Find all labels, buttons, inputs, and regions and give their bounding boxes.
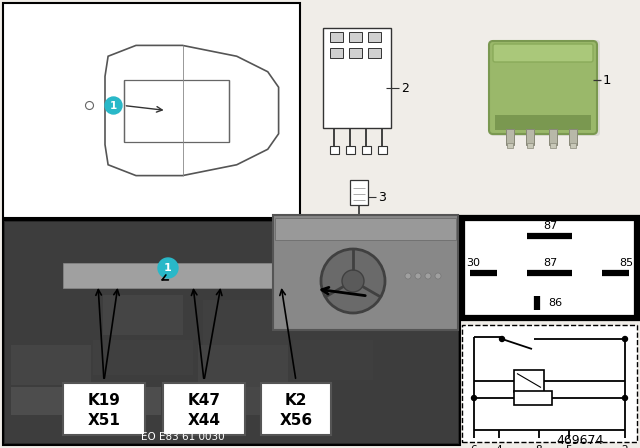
Circle shape [405,273,411,279]
Bar [368,32,381,42]
Bar [378,146,387,154]
Bar [163,387,283,415]
Bar [462,218,637,318]
Bar [203,300,288,345]
Bar [3,220,460,445]
Bar [514,391,552,405]
Bar [273,215,458,330]
Circle shape [623,336,627,341]
Text: 8: 8 [536,445,542,448]
Bar [330,48,343,58]
Bar [569,129,577,145]
Text: 85: 85 [619,258,633,268]
Text: 3: 3 [378,190,386,203]
Text: 1: 1 [164,263,172,273]
Bar [3,3,300,218]
Text: EO E83 61 0030: EO E83 61 0030 [141,432,225,442]
Circle shape [415,273,421,279]
Text: 4: 4 [496,445,502,448]
Text: 87: 87 [543,258,557,268]
Bar [527,143,533,148]
Circle shape [321,249,385,313]
Bar [507,143,513,148]
Text: K19: K19 [88,392,120,408]
Bar [514,370,544,392]
Text: K47: K47 [188,392,221,408]
Bar [103,295,183,335]
Bar [63,383,145,435]
Bar [549,129,557,145]
FancyBboxPatch shape [489,41,597,134]
Circle shape [499,336,504,341]
Bar [355,217,363,225]
Bar [349,32,362,42]
Text: 87: 87 [543,221,557,231]
Circle shape [425,273,431,279]
Circle shape [158,258,178,278]
Text: 86: 86 [548,298,562,308]
Bar [495,115,591,130]
Circle shape [342,270,364,292]
Bar [350,180,368,205]
Bar [506,129,514,145]
Circle shape [105,97,122,114]
Polygon shape [450,248,462,288]
Bar [63,263,313,288]
Text: 469674: 469674 [556,434,604,447]
Text: 1: 1 [110,100,117,111]
Bar [163,383,245,435]
Bar [526,129,534,145]
Text: K2: K2 [285,392,307,408]
Text: X51: X51 [88,413,120,428]
Text: 30: 30 [466,258,480,268]
Bar [323,28,391,128]
Text: 5: 5 [566,445,572,448]
Text: 1: 1 [603,73,611,86]
Bar [330,146,339,154]
Bar [346,146,355,154]
Circle shape [623,396,627,401]
Bar [5,222,458,443]
Bar [330,32,343,42]
Polygon shape [124,79,229,142]
Polygon shape [637,248,640,288]
Bar [349,48,362,58]
Bar [11,295,81,345]
Bar [261,383,331,435]
Bar [275,218,456,240]
Text: 6: 6 [470,445,477,448]
Bar [11,387,161,415]
Bar [198,345,288,390]
Bar [570,143,576,148]
Bar [368,48,381,58]
Bar [293,340,373,380]
Circle shape [435,273,441,279]
Text: X44: X44 [188,413,221,428]
Text: 2: 2 [621,445,628,448]
Circle shape [472,396,477,401]
Polygon shape [105,45,278,176]
Bar [11,345,91,385]
Bar [93,340,193,375]
Bar [462,325,637,442]
FancyBboxPatch shape [493,44,593,62]
FancyBboxPatch shape [490,40,600,136]
Bar [362,146,371,154]
Text: 2: 2 [401,82,409,95]
Bar [550,143,556,148]
Text: X56: X56 [280,413,312,428]
